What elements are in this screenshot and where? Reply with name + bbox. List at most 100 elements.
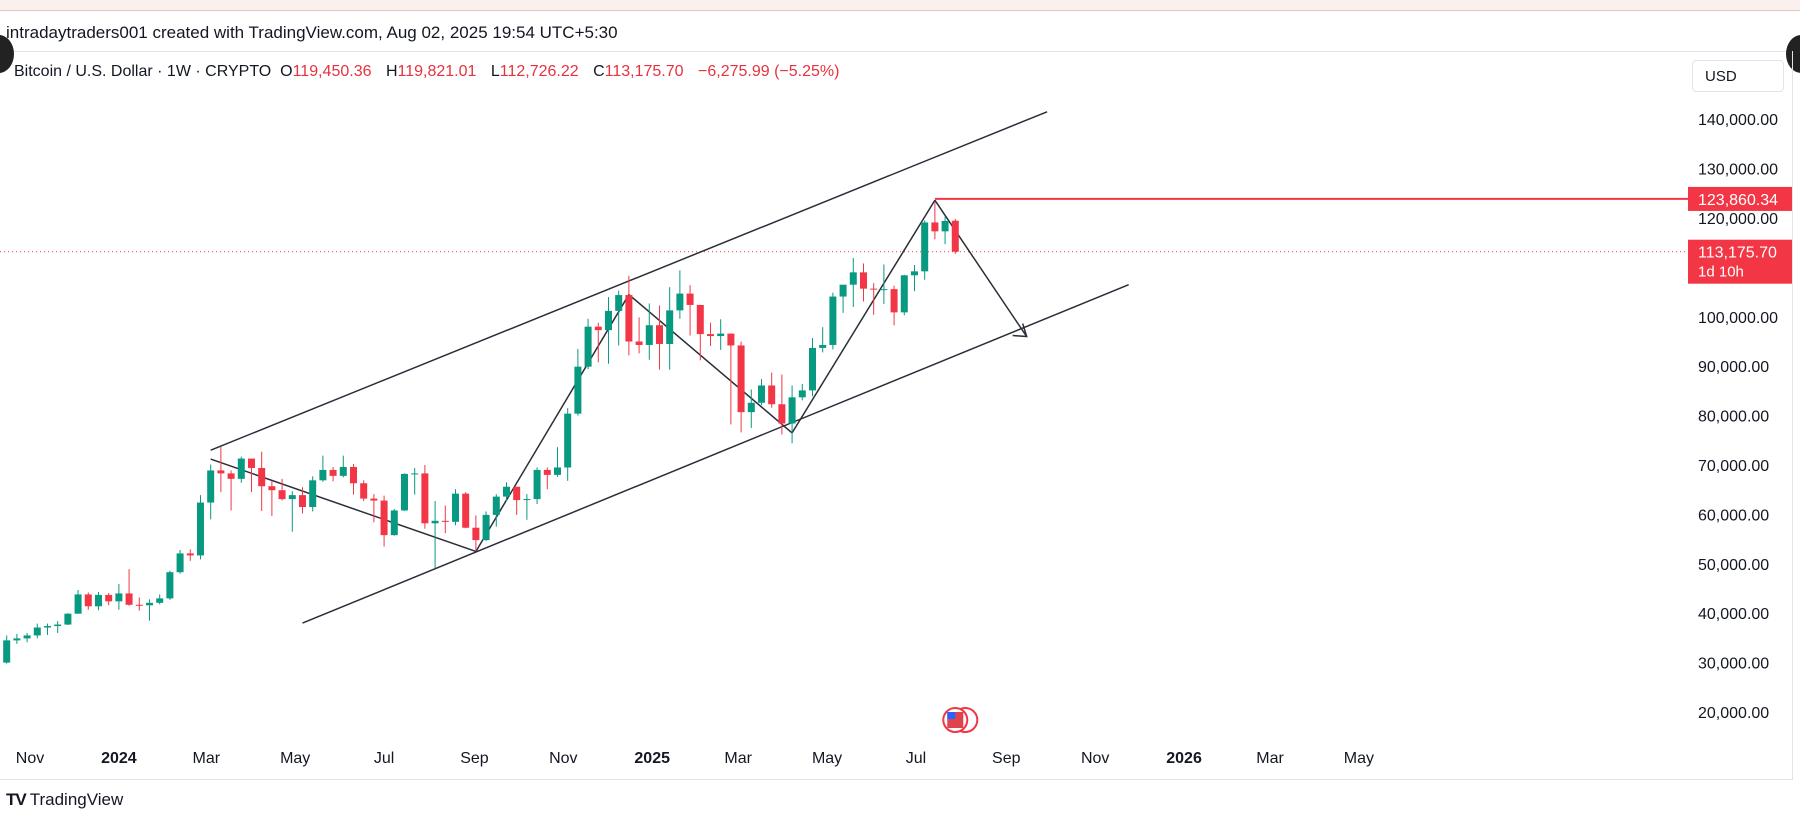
y-tick-label: 50,000.00 xyxy=(1698,557,1769,574)
candles xyxy=(3,202,959,664)
candle-body xyxy=(360,483,368,499)
candle-body xyxy=(655,325,663,344)
candle-body xyxy=(553,467,561,475)
projection-arrow-head xyxy=(1012,323,1028,338)
candle-body xyxy=(207,470,215,503)
candle-body xyxy=(635,341,643,345)
close-value: 113,175.70 xyxy=(604,63,684,80)
candle-body xyxy=(115,593,123,602)
candle-body xyxy=(268,486,276,491)
candle-body xyxy=(839,284,847,297)
candle-body xyxy=(910,271,918,276)
candle-body xyxy=(94,594,102,607)
candle-countdown-label: 1d 10h xyxy=(1698,264,1744,281)
candle-body xyxy=(727,333,735,346)
projection-arrow-line xyxy=(934,199,1028,337)
candle-body xyxy=(625,295,633,342)
candle-body xyxy=(941,220,949,232)
candle-body xyxy=(84,594,92,607)
candle-body xyxy=(400,473,408,511)
candle-body xyxy=(676,293,684,311)
swing-leg-4-line xyxy=(791,199,936,434)
candle-body xyxy=(513,486,521,501)
candle-body xyxy=(380,500,388,536)
x-tick-label: 2025 xyxy=(634,750,670,767)
candle-body xyxy=(105,594,113,602)
x-tick-label: Mar xyxy=(724,750,752,767)
candle-body xyxy=(370,498,378,501)
drawing-lines[interactable] xyxy=(210,111,1688,624)
candle-body xyxy=(931,222,939,232)
candle-body xyxy=(309,480,317,507)
low-label: L xyxy=(490,63,500,80)
candle-body xyxy=(819,344,827,348)
x-tick-label: Mar xyxy=(1256,750,1284,767)
candle-body xyxy=(533,469,541,500)
symbol-name[interactable]: Bitcoin / U.S. Dollar · 1W · CRYPTO xyxy=(14,63,272,80)
x-tick-label: May xyxy=(1344,750,1374,767)
candle-body xyxy=(604,310,612,331)
high-value: 119,821.01 xyxy=(397,63,477,80)
candle-body xyxy=(43,626,51,628)
y-tick-label: 80,000.00 xyxy=(1698,409,1769,426)
y-tick-label: 130,000.00 xyxy=(1698,162,1778,179)
candle-body xyxy=(502,486,510,497)
chart-header: intradaytraders001 created with TradingV… xyxy=(0,11,1800,52)
axes: 20,000.00 30,000.00 40,000.00 50,000.00 60,0… xyxy=(16,112,1778,767)
candle-body xyxy=(156,598,164,603)
scroll-left-handle[interactable] xyxy=(0,35,14,73)
candle-body xyxy=(390,510,398,536)
currency-selector[interactable]: USD xyxy=(1692,60,1784,92)
last-price-label: 113,175.70 xyxy=(1698,245,1777,262)
candle-body xyxy=(645,325,653,345)
candle-body xyxy=(298,495,306,507)
x-tick-label: 2024 xyxy=(101,750,137,767)
x-tick-label: Sep xyxy=(992,750,1021,767)
candle-body xyxy=(788,397,796,424)
tradingview-logo-icon: TV xyxy=(6,790,27,809)
price-markers: 123,860.34 113,175.70 1d 10h xyxy=(942,186,1792,733)
candle-body xyxy=(747,402,755,413)
y-tick-label: 100,000.00 xyxy=(1698,310,1778,327)
candle-body xyxy=(615,295,623,311)
x-tick-label: May xyxy=(280,750,310,767)
candle-body xyxy=(717,333,725,337)
tradingview-brand[interactable]: TV TradingView xyxy=(6,790,123,810)
candle-body xyxy=(737,345,745,413)
candle-body xyxy=(574,366,582,414)
candle-body xyxy=(278,490,286,500)
candle-body xyxy=(431,520,439,524)
candle-body xyxy=(329,469,337,476)
candle-body xyxy=(54,624,62,627)
candle-body xyxy=(339,466,347,476)
candle-body xyxy=(564,413,572,468)
price-chart[interactable]: 20,000.00 30,000.00 40,000.00 50,000.00 60,0… xyxy=(0,51,1792,779)
candle-body xyxy=(319,469,327,481)
candle-body xyxy=(594,326,602,331)
candle-body xyxy=(421,473,429,524)
x-tick-label: Nov xyxy=(1081,750,1109,767)
candle-body xyxy=(33,627,41,636)
y-tick-label: 140,000.00 xyxy=(1698,112,1778,129)
open-value: 119,450.36 xyxy=(292,63,372,80)
channel-lower-line xyxy=(302,283,1129,624)
candle-body xyxy=(829,296,837,345)
swing-leg-1-line xyxy=(210,458,477,553)
candle-body xyxy=(849,272,857,285)
open-label: O xyxy=(280,63,293,80)
candle-body xyxy=(217,470,225,474)
chart-frame: 20,000.00 30,000.00 40,000.00 50,000.00 60,0… xyxy=(0,51,1793,780)
candle-body xyxy=(247,458,255,468)
scroll-right-handle[interactable] xyxy=(1786,35,1800,73)
candle-body xyxy=(135,604,143,606)
candle-body xyxy=(482,514,490,541)
y-tick-label: 20,000.00 xyxy=(1698,705,1769,722)
candle-body xyxy=(921,222,929,272)
resistance-price-tag xyxy=(1688,186,1792,211)
candle-body xyxy=(778,404,786,424)
high-label: H xyxy=(385,63,398,80)
candle-body xyxy=(666,310,674,344)
swing-leg-2-line xyxy=(475,294,630,552)
candle-body xyxy=(411,473,419,475)
candle-body xyxy=(125,593,133,605)
